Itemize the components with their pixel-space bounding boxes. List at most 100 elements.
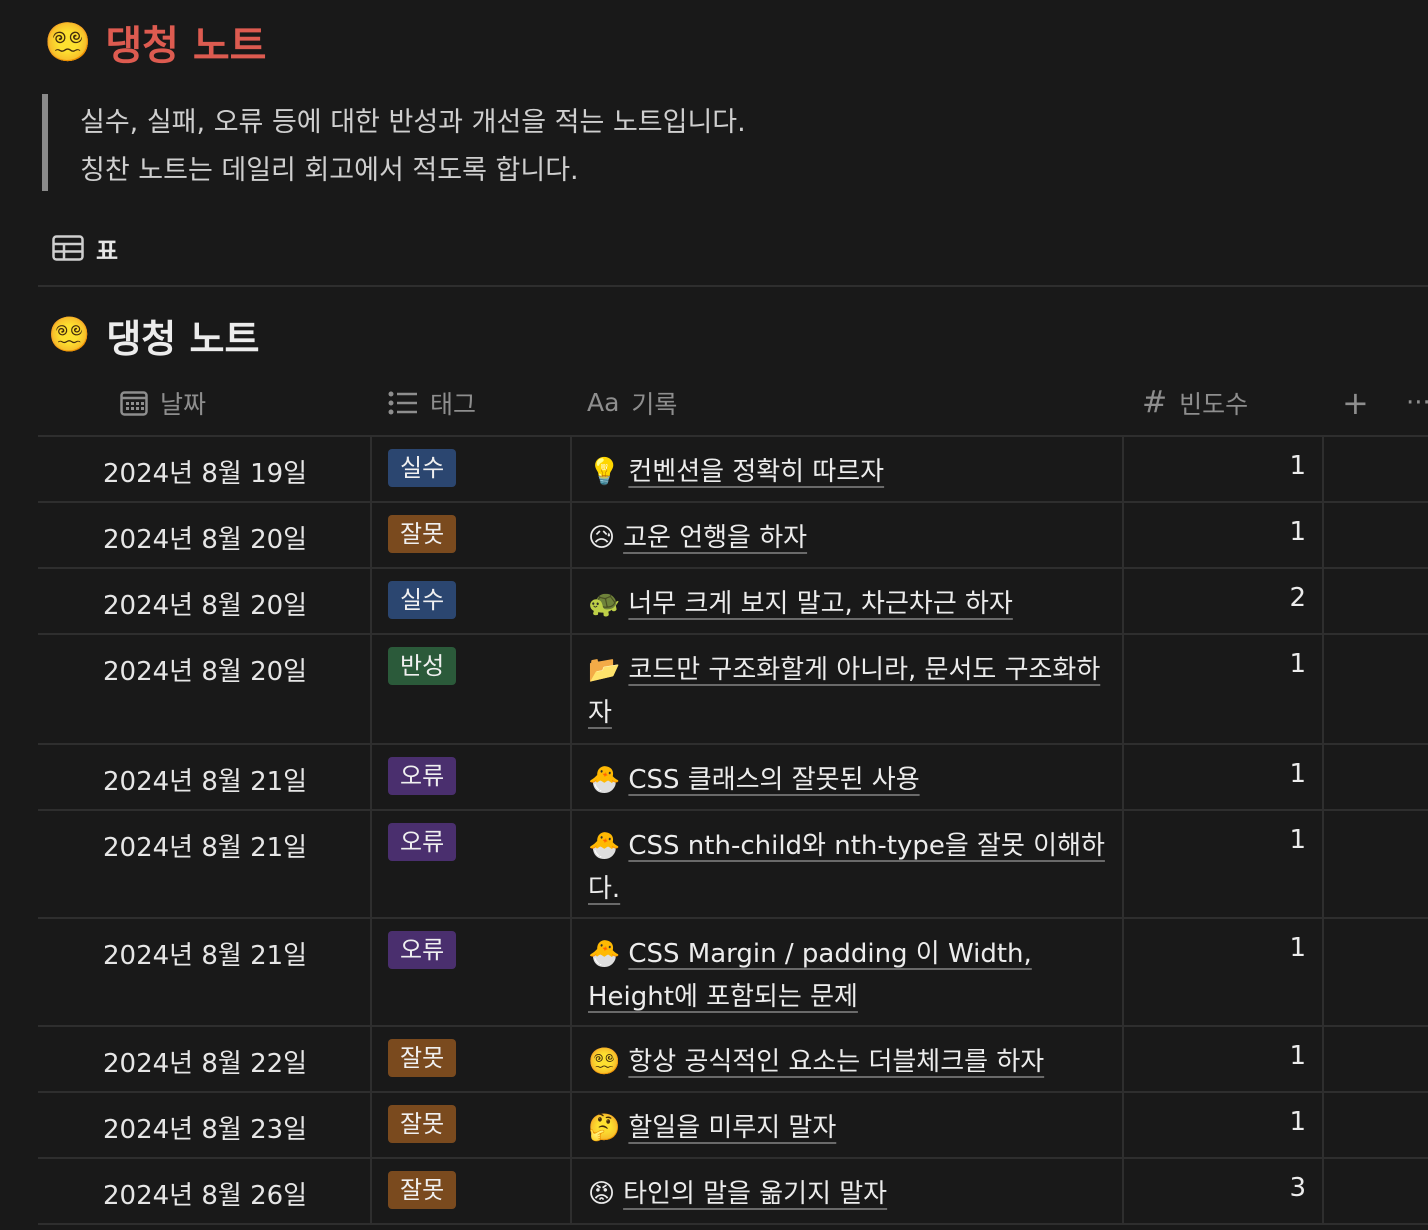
- tag-badge[interactable]: 오류: [388, 823, 457, 861]
- column-header-tag[interactable]: 태그: [388, 370, 476, 435]
- date-cell[interactable]: 2024년 8월 20일: [103, 525, 308, 555]
- date-cell[interactable]: 2024년 8월 21일: [103, 767, 308, 797]
- tag-badge[interactable]: 오류: [388, 931, 457, 969]
- record-link[interactable]: CSS 클래스의 잘못된 사용: [628, 765, 920, 795]
- tag-badge[interactable]: 오류: [388, 757, 457, 795]
- page-title-text[interactable]: 댕청 노트: [105, 23, 267, 69]
- date-cell[interactable]: 2024년 8월 23일: [103, 1115, 308, 1145]
- column-divider: [1122, 1159, 1124, 1223]
- column-divider: [1122, 745, 1124, 809]
- column-header-label: 날짜: [160, 389, 207, 419]
- dizzy-face-icon: 😵‍💫: [48, 315, 91, 355]
- column-divider: [570, 745, 572, 809]
- page-emoji-icon: 😥: [588, 523, 616, 553]
- table-icon: [52, 235, 84, 261]
- description-callout: 실수, 실패, 오류 등에 대한 반성과 개선을 적는 노트입니다. 칭찬 노트…: [42, 94, 948, 191]
- frequency-cell[interactable]: 1: [1289, 1107, 1306, 1137]
- column-header-label: 빈도수: [1179, 389, 1249, 419]
- frequency-cell[interactable]: 1: [1289, 933, 1306, 963]
- tag-badge[interactable]: 잘못: [388, 515, 457, 553]
- record-link[interactable]: 컨벤션을 정확히 따르자: [628, 457, 885, 487]
- tag-badge[interactable]: 실수: [388, 581, 457, 619]
- record-cell[interactable]: 🐣 CSS Margin / padding 이 Width, Height에 포…: [588, 933, 1108, 1019]
- tag-badge[interactable]: 잘못: [388, 1171, 457, 1209]
- record-cell[interactable]: 💡 컨벤션을 정확히 따르자: [588, 451, 1108, 494]
- frequency-cell[interactable]: 1: [1289, 517, 1306, 547]
- date-cell[interactable]: 2024년 8월 22일: [103, 1049, 308, 1079]
- record-cell[interactable]: 🐣 CSS nth-child와 nth-type을 잘못 이해하다.: [588, 825, 1108, 911]
- date-cell[interactable]: 2024년 8월 21일: [103, 833, 308, 863]
- table-row[interactable]: 2024년 8월 20일 잘못 😥 고운 언행을 하자 1: [38, 503, 1428, 569]
- tag-badge[interactable]: 반성: [388, 647, 457, 685]
- column-divider: [1322, 1027, 1324, 1091]
- calendar-icon: [120, 390, 148, 416]
- table-row[interactable]: 2024년 8월 21일 오류 🐣 CSS nth-child와 nth-type을 …: [38, 811, 1428, 919]
- frequency-cell[interactable]: 2: [1289, 583, 1306, 613]
- column-divider: [370, 635, 372, 743]
- database-title-text[interactable]: 댕청 노트: [106, 316, 260, 361]
- record-link[interactable]: 코드만 구조화할게 아니라, 문서도 구조화하자: [588, 655, 1101, 728]
- table-row[interactable]: 2024년 8월 19일 실수 💡 컨벤션을 정확히 따르자 1: [38, 437, 1428, 503]
- page-emoji-icon: 📂: [588, 655, 621, 685]
- record-cell[interactable]: 🐣 CSS 클래스의 잘못된 사용: [588, 759, 1108, 802]
- date-cell[interactable]: 2024년 8월 21일: [103, 941, 308, 971]
- column-divider: [370, 811, 372, 917]
- frequency-cell[interactable]: 1: [1289, 649, 1306, 679]
- frequency-cell[interactable]: 1: [1289, 759, 1306, 789]
- table-row[interactable]: 2024년 8월 23일 잘못 🤔 할일을 미루지 말자 1: [38, 1093, 1428, 1159]
- table-row[interactable]: 2024년 8월 20일 반성 📂 코드만 구조화할게 아니라, 문서도 구조화하자 1: [38, 635, 1428, 745]
- record-link[interactable]: 항상 공식적인 요소는 더블체크를 하자: [628, 1047, 1045, 1077]
- column-divider: [1322, 569, 1324, 633]
- column-divider: [570, 569, 572, 633]
- column-divider: [370, 1027, 372, 1091]
- view-tab-table[interactable]: 표: [52, 230, 118, 266]
- record-cell[interactable]: 🤔 할일을 미루지 말자: [588, 1107, 1108, 1150]
- divider: [38, 285, 1428, 287]
- record-link[interactable]: 너무 크게 보지 말고, 차근차근 하자: [628, 589, 1013, 619]
- frequency-cell[interactable]: 1: [1289, 451, 1306, 481]
- record-link[interactable]: 할일을 미루지 말자: [628, 1113, 837, 1143]
- table-body: 2024년 8월 19일 실수 💡 컨벤션을 정확히 따르자 1 2024년 8월 20일…: [38, 437, 1428, 1225]
- date-cell[interactable]: 2024년 8월 20일: [103, 591, 308, 621]
- column-divider: [570, 437, 572, 501]
- tag-badge[interactable]: 실수: [388, 449, 457, 487]
- date-cell[interactable]: 2024년 8월 26일: [103, 1181, 308, 1211]
- table-row[interactable]: 2024년 8월 22일 잘못 😵‍💫 항상 공식적인 요소는 더블체크를 하자 1: [38, 1027, 1428, 1093]
- frequency-cell[interactable]: 1: [1289, 1041, 1306, 1071]
- column-divider: [1122, 919, 1124, 1025]
- record-cell[interactable]: 😡 타인의 말을 옮기지 말자: [588, 1173, 1108, 1216]
- record-cell[interactable]: 🐢 너무 크게 보지 말고, 차근차근 하자: [588, 583, 1108, 626]
- record-cell[interactable]: 😵‍💫 항상 공식적인 요소는 더블체크를 하자: [588, 1041, 1108, 1084]
- number-icon: #: [1142, 385, 1168, 420]
- column-header-date[interactable]: 날짜: [120, 370, 206, 435]
- table-row[interactable]: 2024년 8월 21일 오류 🐣 CSS Margin / padding 이 Wi…: [38, 919, 1428, 1027]
- column-divider: [370, 569, 372, 633]
- description-line: 실수, 실패, 오류 등에 대한 반성과 개선을 적는 노트입니다.: [80, 107, 746, 138]
- column-header-label: 태그: [430, 389, 477, 419]
- more-options-button[interactable]: ···: [1406, 387, 1428, 418]
- column-divider: [1122, 503, 1124, 567]
- column-header-frequency[interactable]: # 빈도수: [1142, 370, 1248, 435]
- table-header: 날짜 태그 Aa 기록 # 빈도수 + ···: [38, 370, 1428, 437]
- column-divider: [1122, 1093, 1124, 1157]
- record-link[interactable]: 고운 언행을 하자: [623, 523, 808, 553]
- column-divider: [1122, 811, 1124, 917]
- tag-badge[interactable]: 잘못: [388, 1105, 457, 1143]
- date-cell[interactable]: 2024년 8월 20일: [103, 657, 308, 687]
- record-cell[interactable]: 📂 코드만 구조화할게 아니라, 문서도 구조화하자: [588, 649, 1108, 735]
- table-row[interactable]: 2024년 8월 21일 오류 🐣 CSS 클래스의 잘못된 사용 1: [38, 745, 1428, 811]
- table-row[interactable]: 2024년 8월 20일 실수 🐢 너무 크게 보지 말고, 차근차근 하자 2: [38, 569, 1428, 635]
- column-divider: [570, 635, 572, 743]
- column-divider: [370, 437, 372, 501]
- record-cell[interactable]: 😥 고운 언행을 하자: [588, 517, 1108, 560]
- table-row[interactable]: 2024년 8월 26일 잘못 😡 타인의 말을 옮기지 말자 3: [38, 1159, 1428, 1225]
- record-link[interactable]: CSS Margin / padding 이 Width, Height에 포함…: [588, 939, 1032, 1012]
- date-cell[interactable]: 2024년 8월 19일: [103, 459, 308, 489]
- frequency-cell[interactable]: 3: [1289, 1173, 1306, 1203]
- tag-badge[interactable]: 잘못: [388, 1039, 457, 1077]
- record-link[interactable]: 타인의 말을 옮기지 말자: [623, 1179, 888, 1209]
- record-link[interactable]: CSS nth-child와 nth-type을 잘못 이해하다.: [588, 831, 1105, 904]
- column-header-record[interactable]: Aa 기록: [587, 370, 677, 435]
- add-column-button[interactable]: +: [1342, 383, 1369, 422]
- frequency-cell[interactable]: 1: [1289, 825, 1306, 855]
